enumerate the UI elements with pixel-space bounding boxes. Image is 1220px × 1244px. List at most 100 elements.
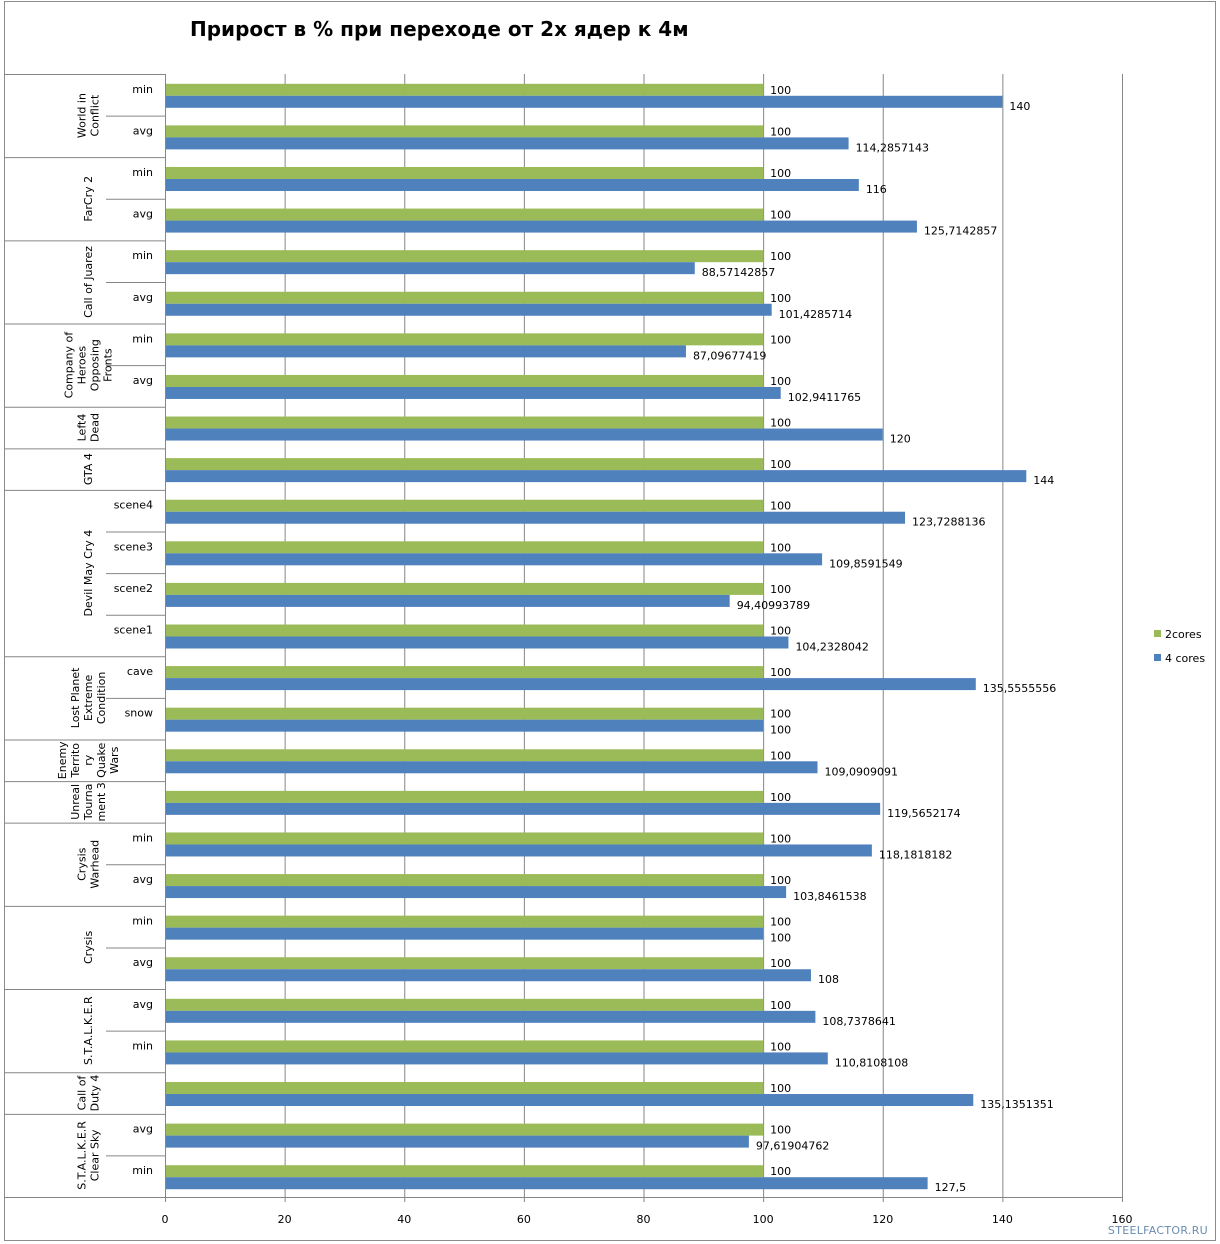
bar-2cores xyxy=(166,1040,764,1053)
bar-2cores xyxy=(166,707,764,720)
bar-4cores xyxy=(166,678,976,691)
data-label-2cores: 100 xyxy=(770,791,791,804)
bar-2cores xyxy=(166,874,764,887)
x-tick-label: 140 xyxy=(992,1213,1013,1226)
chart-frame xyxy=(4,1,1216,1241)
bar-2cores xyxy=(166,83,764,96)
data-label-4cores: 102,9411765 xyxy=(788,391,861,404)
group-label: S.T.A.L.K.E.RClear Sky xyxy=(76,1121,102,1190)
group-label: CrysisWarhead xyxy=(76,840,102,889)
data-label-2cores: 100 xyxy=(770,1124,791,1137)
bar-4cores xyxy=(166,927,764,940)
group-label-line: Fronts xyxy=(102,348,115,382)
group-label-line: Unreal xyxy=(69,784,82,820)
data-label-2cores: 100 xyxy=(770,1040,791,1053)
group-label-line: Enemy xyxy=(56,741,69,779)
category-label: min xyxy=(132,831,153,844)
bar-4cores xyxy=(166,719,764,732)
bar-2cores xyxy=(166,957,764,970)
data-label-2cores: 100 xyxy=(770,375,791,388)
data-label-2cores: 100 xyxy=(770,209,791,222)
data-label-4cores: 120 xyxy=(890,433,911,446)
group-label-line: Left4 xyxy=(76,414,89,442)
data-label-4cores: 88,57142857 xyxy=(702,266,775,279)
group-label: EnemyTerritoryQuakeWars xyxy=(56,741,121,779)
bar-4cores xyxy=(166,1094,974,1107)
x-axis-ticks: 0 20 40 60 80 100 120 140 160 xyxy=(162,1213,1133,1226)
data-label-2cores: 100 xyxy=(770,708,791,721)
group-label-line: Tourna xyxy=(82,784,95,822)
bar-2cores xyxy=(166,333,764,346)
bar-4cores xyxy=(166,428,883,441)
bar-2cores xyxy=(166,1082,764,1095)
category-label: avg xyxy=(133,208,153,221)
bar-2cores xyxy=(166,624,764,637)
data-label-4cores: 109,0909091 xyxy=(825,765,898,778)
data-label-2cores: 100 xyxy=(770,1082,791,1095)
bar-4cores xyxy=(166,220,917,233)
group-label-line: Crysis xyxy=(82,931,95,965)
data-label-2cores: 100 xyxy=(770,1165,791,1178)
data-label-2cores: 100 xyxy=(770,125,791,138)
data-label-4cores: 100 xyxy=(770,932,791,945)
group-label: Call ofDuty 4 xyxy=(76,1075,102,1112)
bar-2cores xyxy=(166,1165,764,1178)
data-label-4cores: 118,1818182 xyxy=(879,848,952,861)
category-label: avg xyxy=(133,1123,153,1136)
bar-2cores xyxy=(166,749,764,762)
group-label: Company ofHeroesOpposingFronts xyxy=(63,331,115,399)
bar-4cores xyxy=(166,137,849,150)
bar-4cores xyxy=(166,470,1027,483)
x-tick-label: 60 xyxy=(517,1213,531,1226)
bar-2cores xyxy=(166,1123,764,1136)
watermark: STEELFACTOR.RU xyxy=(1108,1224,1208,1237)
bar-4cores xyxy=(166,886,787,899)
data-label-4cores: 109,8591549 xyxy=(829,557,902,570)
x-tick-label: 20 xyxy=(278,1213,292,1226)
data-label-4cores: 100 xyxy=(770,724,791,737)
bar-4cores xyxy=(166,262,695,275)
bar-4cores xyxy=(166,594,730,607)
bar-4cores xyxy=(166,345,686,358)
bar-4cores xyxy=(166,636,789,649)
group-label: Devil May Cry 4 xyxy=(82,530,95,617)
group-label: Crysis xyxy=(82,931,95,965)
bar-2cores xyxy=(166,208,764,221)
bar-2cores xyxy=(166,541,764,554)
group-label-line: Territo xyxy=(69,743,82,779)
group-label: Left4Dead xyxy=(76,413,102,442)
x-tick-label: 120 xyxy=(872,1213,893,1226)
category-label: avg xyxy=(133,374,153,387)
bar-2cores xyxy=(166,458,764,471)
category-label: min xyxy=(132,83,153,96)
group-label-line: FarCry 2 xyxy=(82,176,95,222)
bar-2cores xyxy=(166,374,764,387)
data-label-2cores: 100 xyxy=(770,625,791,638)
group-label: World inConflict xyxy=(76,93,102,138)
bar-2cores xyxy=(166,499,764,512)
category-label: avg xyxy=(133,124,153,137)
data-label-2cores: 100 xyxy=(770,874,791,887)
data-label-4cores: 97,61904762 xyxy=(756,1140,829,1153)
data-label-2cores: 100 xyxy=(770,749,791,762)
data-label-4cores: 104,2328042 xyxy=(795,641,868,654)
group-label-line: Condition xyxy=(95,672,108,725)
data-label-4cores: 116 xyxy=(866,183,887,196)
data-label-2cores: 100 xyxy=(770,666,791,679)
category-label: min xyxy=(132,1164,153,1177)
data-label-4cores: 108 xyxy=(818,973,839,986)
data-label-2cores: 100 xyxy=(770,832,791,845)
category-label: min xyxy=(132,915,153,928)
group-label-line: Clear Sky xyxy=(89,1129,102,1181)
data-label-2cores: 100 xyxy=(770,583,791,596)
group-label-line: S.T.A.L.K.E.R xyxy=(76,1121,89,1190)
data-label-4cores: 140 xyxy=(1009,100,1030,113)
data-label-2cores: 100 xyxy=(770,957,791,970)
bar-2cores xyxy=(166,291,764,304)
data-label-4cores: 108,7378641 xyxy=(822,1015,895,1028)
group-label-line: Lost Planet xyxy=(69,667,82,728)
data-label-4cores: 144 xyxy=(1033,474,1054,487)
data-label-2cores: 100 xyxy=(770,458,791,471)
bar-2cores xyxy=(166,166,764,179)
data-label-4cores: 101,4285714 xyxy=(779,308,852,321)
